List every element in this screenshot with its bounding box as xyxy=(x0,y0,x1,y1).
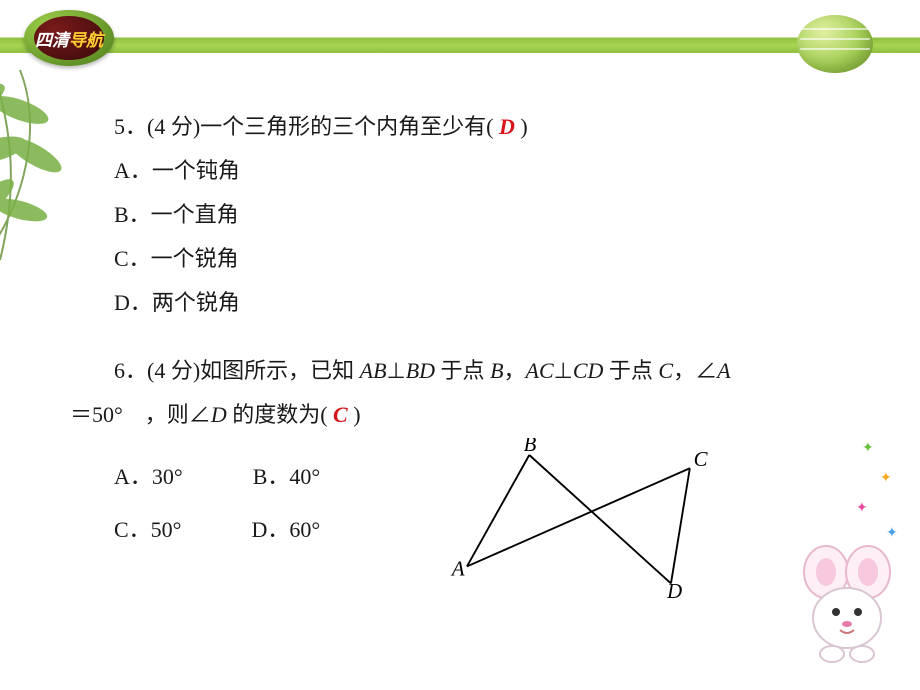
logo-inner-ellipse: 四清导航 xyxy=(34,16,104,60)
q6-bd: BD xyxy=(406,358,435,383)
q6-l2b: 的度数为( xyxy=(227,402,328,427)
q6-comma1: ， xyxy=(504,358,526,383)
q6-l2c: ) xyxy=(353,402,360,427)
q6-l1c: 于点 xyxy=(603,358,658,383)
q5-option-b: B．一个直角 xyxy=(114,193,860,237)
sparkle-icon: ✦ xyxy=(880,470,892,487)
q6-perp1: ⊥ xyxy=(387,358,406,383)
q6-d: D xyxy=(211,402,227,427)
apple-slice xyxy=(800,48,870,50)
sparkle-icon: ✦ xyxy=(886,525,898,542)
q5-option-d: D．两个锐角 xyxy=(114,281,860,325)
q5-options: A．一个钝角 B．一个直角 C．一个锐角 D．两个锐角 xyxy=(114,149,860,325)
figure-label-b: B xyxy=(524,438,537,456)
logo-text-left: 四清 xyxy=(35,31,69,50)
slide-header: 四清导航 xyxy=(0,0,920,78)
q6-option-c: C．50° xyxy=(114,504,181,557)
figure-edge xyxy=(467,455,529,566)
q5-option-a: A．一个钝角 xyxy=(114,149,860,193)
q6-ac: AC xyxy=(526,358,554,383)
q6-l2a: ＝50° ，则∠ xyxy=(70,402,211,427)
q6-ab: AB xyxy=(360,358,387,383)
q6-option-b: B．40° xyxy=(253,451,320,504)
q6-comma2: ，∠ xyxy=(673,358,717,383)
logo-badge: 四清导航 xyxy=(24,10,114,80)
q6-a: A xyxy=(717,358,730,383)
figure-label-c: C xyxy=(694,448,709,471)
q6-l1b: 于点 xyxy=(435,358,490,383)
q6-answer: C xyxy=(333,402,348,427)
q5-option-c: C．一个锐角 xyxy=(114,237,860,281)
q6-stem-line2: ＝50° ，则∠D 的度数为( C ) xyxy=(70,393,860,437)
figure-edge xyxy=(671,468,690,583)
q6-option-d: D．60° xyxy=(251,504,320,557)
q6-b: B xyxy=(490,358,503,383)
figure-edge xyxy=(467,468,690,566)
figure-label-d: D xyxy=(666,580,682,603)
q6-stem-line1: 6．(4 分)如图所示，已知 AB⊥BD 于点 B，AC⊥CD 于点 C，∠A xyxy=(70,349,860,393)
q6-l1a: 6．(4 分)如图所示，已知 xyxy=(114,358,360,383)
logo-text: 四清导航 xyxy=(35,26,103,51)
q5-stem-prefix: 5．(4 分)一个三角形的三个内角至少有( xyxy=(114,114,493,139)
q5-answer: D xyxy=(499,114,515,139)
mascot-icon xyxy=(792,532,902,672)
logo-text-right: 导航 xyxy=(69,31,103,50)
q5-stem: 5．(4 分)一个三角形的三个内角至少有( D ) xyxy=(70,105,860,149)
q6-option-a: A．30° xyxy=(114,451,183,504)
q5-stem-suffix: ) xyxy=(520,114,527,139)
figure-edge xyxy=(529,455,671,583)
apple-slice xyxy=(802,28,868,30)
apple-body xyxy=(797,15,873,73)
q6-figure: A B C D xyxy=(430,438,740,608)
q6-perp2: ⊥ xyxy=(554,358,573,383)
apple-icon xyxy=(790,8,880,73)
q6-cd: CD xyxy=(573,358,604,383)
sparkle-icon: ✦ xyxy=(862,440,874,457)
q6-c: C xyxy=(658,358,673,383)
apple-slice xyxy=(800,38,870,40)
figure-label-a: A xyxy=(450,558,465,581)
sparkle-icon: ✦ xyxy=(856,500,868,517)
